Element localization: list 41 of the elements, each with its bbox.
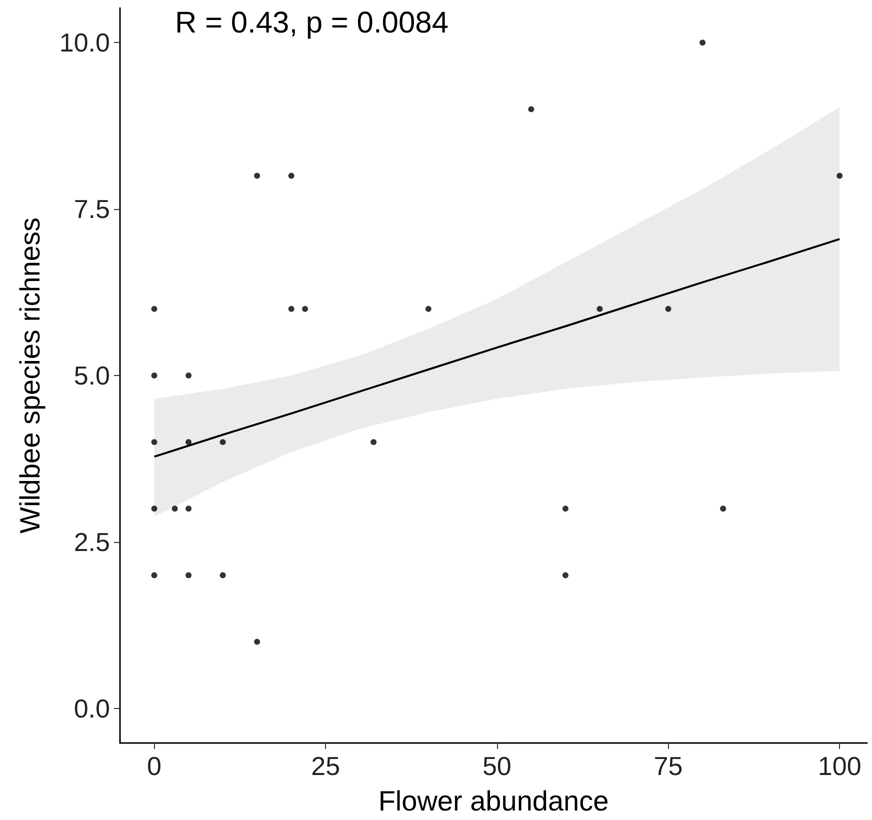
point bbox=[151, 572, 158, 578]
point bbox=[254, 638, 260, 645]
point bbox=[186, 439, 192, 446]
x-tick-label: 25 bbox=[311, 751, 340, 781]
point bbox=[220, 439, 226, 446]
point bbox=[528, 106, 534, 112]
x-tick-label: 50 bbox=[482, 751, 512, 781]
line-series bbox=[153, 238, 841, 458]
point bbox=[151, 372, 158, 378]
y-tick-label: 5.0 bbox=[74, 360, 110, 390]
point bbox=[370, 439, 377, 446]
x-tick-label: 75 bbox=[654, 751, 683, 781]
y-tick-label: 7.5 bbox=[74, 194, 110, 224]
point bbox=[302, 306, 308, 312]
y-tick-label: 2.5 bbox=[74, 526, 110, 557]
point bbox=[172, 506, 178, 512]
point bbox=[425, 306, 432, 312]
point bbox=[700, 40, 706, 46]
point bbox=[151, 439, 158, 446]
point bbox=[186, 506, 192, 512]
point bbox=[220, 572, 226, 578]
y-tick-label: 0.0 bbox=[74, 693, 110, 724]
x-tick-label: 0 bbox=[147, 751, 162, 781]
point bbox=[665, 306, 672, 312]
point bbox=[562, 572, 568, 578]
point bbox=[720, 506, 726, 512]
point bbox=[254, 172, 260, 179]
point bbox=[288, 172, 294, 179]
x-axis-title: Flower abundance bbox=[378, 786, 609, 816]
point bbox=[596, 306, 603, 312]
point bbox=[562, 506, 568, 512]
point bbox=[836, 172, 843, 179]
point bbox=[151, 306, 158, 312]
point bbox=[288, 306, 294, 312]
y-axis-title: Wildbee species richness bbox=[14, 218, 46, 534]
x-tick-label: 100 bbox=[818, 751, 862, 781]
point bbox=[186, 572, 192, 578]
point bbox=[186, 372, 192, 378]
y-tick-label: 10.0 bbox=[59, 28, 110, 58]
point bbox=[151, 506, 158, 512]
annotation: R = 0.43, p = 0.0084 bbox=[175, 6, 449, 40]
